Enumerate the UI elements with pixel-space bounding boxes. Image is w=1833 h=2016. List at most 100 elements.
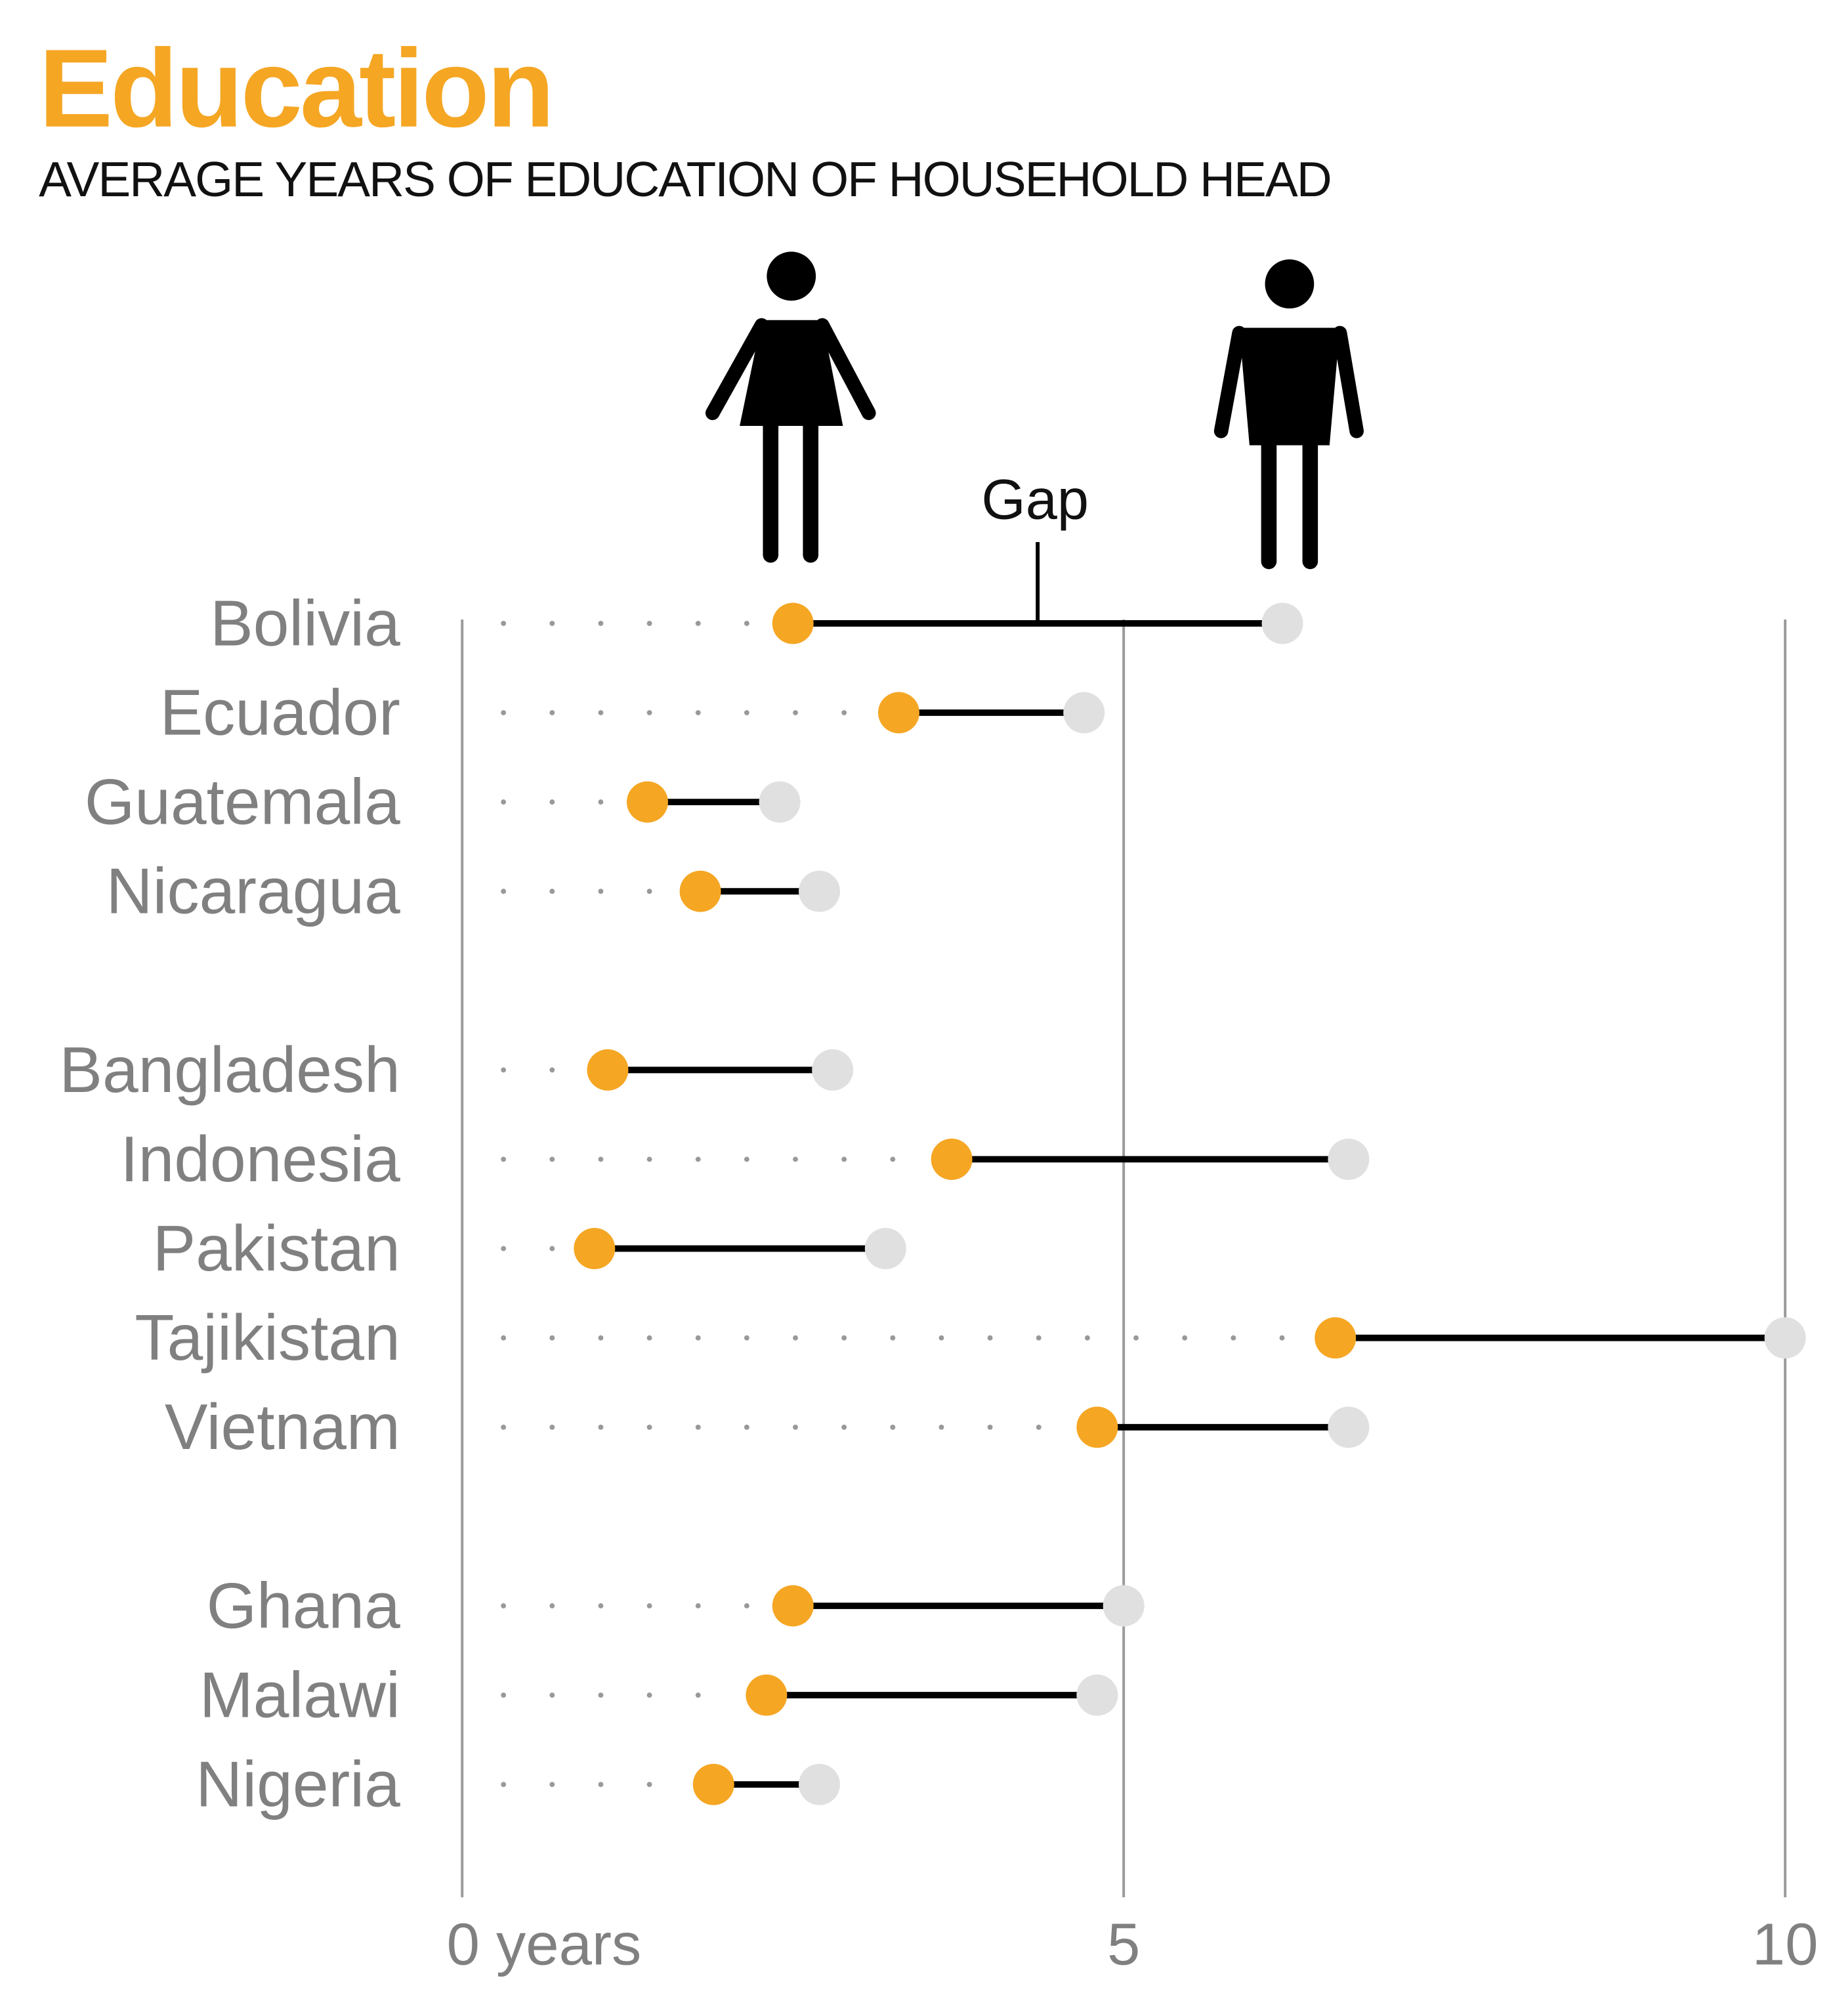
male-point bbox=[1764, 1317, 1806, 1359]
dot-leader bbox=[841, 1335, 847, 1341]
dot-leader bbox=[793, 1335, 798, 1341]
dot-leader bbox=[549, 799, 555, 805]
dot-leader bbox=[695, 710, 701, 715]
dot-leader bbox=[695, 1692, 701, 1698]
chart-title: Education bbox=[39, 26, 552, 150]
dot-leader bbox=[646, 710, 652, 715]
row-malawi: Malawi bbox=[200, 1659, 1118, 1731]
dot-leader bbox=[744, 1335, 749, 1341]
dot-leader bbox=[695, 1424, 701, 1430]
gap-annotation-label: Gap bbox=[981, 469, 1089, 532]
dot-leader bbox=[695, 620, 701, 626]
country-label: Nigeria bbox=[196, 1748, 400, 1820]
dot-leader bbox=[549, 1067, 555, 1073]
country-label: Bolivia bbox=[210, 587, 400, 659]
dot-leader bbox=[549, 889, 555, 894]
row-pakistan: Pakistan bbox=[153, 1212, 906, 1284]
row-guatemala: Guatemala bbox=[85, 766, 801, 838]
row-ecuador: Ecuador bbox=[160, 676, 1105, 748]
dot-leader bbox=[695, 1335, 701, 1341]
dot-leader bbox=[646, 1603, 652, 1608]
country-label: Ecuador bbox=[160, 676, 400, 748]
dot-leader bbox=[598, 1692, 604, 1698]
female-point bbox=[587, 1049, 629, 1091]
male-point bbox=[1261, 602, 1303, 644]
male-figure-icon bbox=[1213, 259, 1364, 570]
dot-leader bbox=[549, 1424, 555, 1430]
male-point bbox=[864, 1228, 906, 1270]
dot-leader bbox=[646, 1782, 652, 1788]
dot-leader bbox=[501, 1603, 507, 1608]
male-point bbox=[812, 1049, 854, 1091]
female-point bbox=[746, 1674, 788, 1716]
dot-leader bbox=[695, 1603, 701, 1608]
female-point bbox=[1076, 1406, 1118, 1448]
female-point bbox=[877, 692, 919, 734]
female-point bbox=[772, 602, 814, 644]
row-nicaragua: Nicaragua bbox=[106, 855, 840, 927]
male-point bbox=[1328, 1406, 1370, 1448]
row-bolivia: Bolivia bbox=[210, 587, 1303, 659]
country-label: Ghana bbox=[207, 1569, 401, 1641]
dot-leader bbox=[501, 1782, 507, 1788]
dot-leader bbox=[501, 1424, 507, 1430]
country-label: Pakistan bbox=[153, 1212, 400, 1284]
dot-leader bbox=[549, 1603, 555, 1608]
dot-leader bbox=[501, 710, 507, 715]
dot-leader bbox=[793, 1156, 798, 1162]
dot-leader bbox=[744, 710, 749, 715]
dot-leader bbox=[1036, 1424, 1042, 1430]
dot-leader bbox=[890, 1335, 896, 1341]
dot-leader bbox=[646, 1424, 652, 1430]
dot-leader bbox=[938, 1335, 944, 1341]
female-point bbox=[931, 1139, 973, 1180]
dot-leader bbox=[744, 620, 749, 626]
country-label: Indonesia bbox=[120, 1123, 400, 1195]
male-point bbox=[799, 870, 840, 912]
male-point bbox=[1328, 1139, 1370, 1180]
dot-leader bbox=[646, 889, 652, 894]
dot-leader bbox=[744, 1424, 749, 1430]
dot-leader bbox=[501, 1335, 507, 1341]
dot-leader bbox=[793, 710, 798, 715]
dot-leader bbox=[549, 1335, 555, 1341]
dot-leader bbox=[646, 620, 652, 626]
country-label: Malawi bbox=[200, 1659, 400, 1731]
dot-leader bbox=[938, 1424, 944, 1430]
dot-leader bbox=[646, 1692, 652, 1698]
dot-leader bbox=[549, 1156, 555, 1162]
dot-leader bbox=[1182, 1335, 1188, 1341]
dot-leader bbox=[1279, 1335, 1285, 1341]
country-label: Guatemala bbox=[85, 766, 400, 838]
dot-leader bbox=[793, 1424, 798, 1430]
dot-leader bbox=[598, 1335, 604, 1341]
dot-leader bbox=[598, 1424, 604, 1430]
dot-leader bbox=[890, 1156, 896, 1162]
female-point bbox=[772, 1585, 814, 1627]
dot-leader bbox=[744, 1156, 749, 1162]
dot-leader bbox=[1231, 1335, 1236, 1341]
row-nigeria: Nigeria bbox=[196, 1748, 840, 1820]
dot-leader bbox=[1084, 1335, 1090, 1341]
female-point bbox=[1315, 1317, 1357, 1359]
dot-leader bbox=[695, 1156, 701, 1162]
female-point bbox=[574, 1228, 616, 1270]
male-point bbox=[1076, 1674, 1118, 1716]
dot-leader bbox=[549, 1246, 555, 1251]
country-label: Tajikistan bbox=[135, 1301, 400, 1374]
dot-leader bbox=[744, 1603, 749, 1608]
dot-leader bbox=[549, 1782, 555, 1788]
dot-leader bbox=[598, 1782, 604, 1788]
dot-leader bbox=[598, 710, 604, 715]
row-ghana: Ghana bbox=[207, 1569, 1145, 1641]
dot-leader bbox=[598, 799, 604, 805]
dot-leader bbox=[549, 620, 555, 626]
dot-leader bbox=[501, 1692, 507, 1698]
female-point bbox=[679, 870, 721, 912]
dot-leader bbox=[501, 620, 507, 626]
male-point bbox=[759, 781, 801, 823]
dot-leader bbox=[1133, 1335, 1139, 1341]
male-point bbox=[799, 1763, 840, 1805]
country-label: Vietnam bbox=[165, 1391, 400, 1463]
